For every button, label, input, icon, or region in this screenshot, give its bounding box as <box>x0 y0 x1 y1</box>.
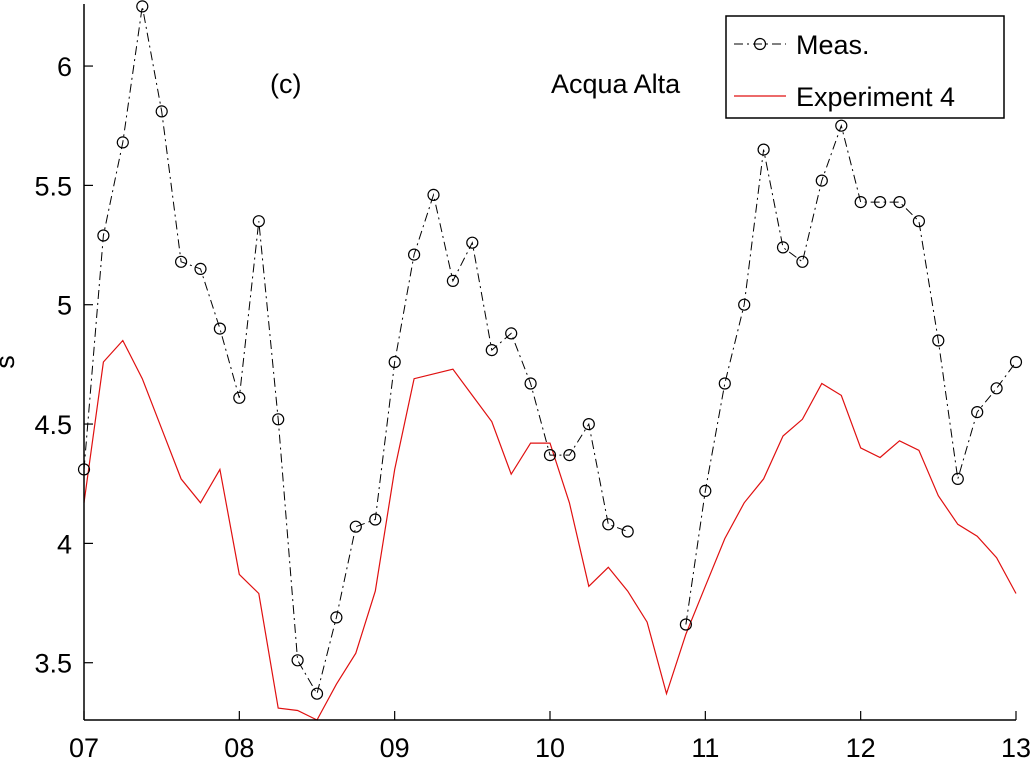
x-tick-label: 11 <box>691 733 719 763</box>
data-point-meas <box>485 344 498 357</box>
data-point-meas <box>427 188 440 201</box>
annotation-panel-label: (c) <box>270 69 301 99</box>
data-point-meas <box>175 255 188 268</box>
data-point-meas <box>990 382 1003 395</box>
series-layer <box>77 0 1023 721</box>
data-point-meas <box>233 391 246 404</box>
x-tick-label: 13 <box>1001 733 1031 763</box>
x-tick-label: 09 <box>380 733 410 763</box>
data-point-meas <box>815 174 828 187</box>
y-tick-label: 4.5 <box>34 410 72 440</box>
x-tick-label: 08 <box>224 733 254 763</box>
data-point-meas <box>213 322 226 335</box>
data-point-meas <box>718 377 731 390</box>
data-point-meas <box>912 215 926 228</box>
legend-meas-marker <box>753 37 767 51</box>
data-point-meas <box>291 654 304 667</box>
y-tick-label: 4 <box>57 529 72 559</box>
series-line-meas <box>685 123 1017 625</box>
legend-meas-label: Meas. <box>796 30 870 60</box>
data-point-meas <box>466 236 479 249</box>
y-tick-label: 5.5 <box>34 171 72 201</box>
data-point-meas <box>446 274 459 287</box>
data-point-meas <box>408 248 421 261</box>
y-tick-label: 5 <box>57 291 72 321</box>
data-point-meas <box>835 119 848 132</box>
data-point-meas <box>796 255 809 268</box>
data-point-meas <box>310 687 324 700</box>
data-point-meas <box>155 105 168 118</box>
y-axis-label: s <box>0 355 20 369</box>
data-point-meas <box>388 355 401 369</box>
legend-box <box>725 15 1005 119</box>
data-point-meas <box>699 484 712 497</box>
data-point-meas <box>543 449 557 462</box>
data-point-meas <box>971 406 984 419</box>
data-point-meas <box>582 418 595 431</box>
legend: Meas. Experiment 4 <box>725 15 1005 119</box>
data-point-meas <box>330 611 343 624</box>
data-point-meas <box>932 334 945 347</box>
data-point-meas <box>194 262 207 275</box>
annotation-station-name: Acqua Alta <box>551 69 681 99</box>
data-point-meas <box>854 196 867 209</box>
ticks-layer: 07 08 09 10 11 12 13 3.5 4 4.5 5 5.5 6 <box>34 52 1031 763</box>
data-point-meas <box>116 136 129 149</box>
x-tick-label: 07 <box>69 733 99 763</box>
data-point-meas <box>757 143 770 156</box>
data-point-meas <box>602 518 615 531</box>
x-tick-label: 12 <box>846 733 876 763</box>
x-tick-label: 10 <box>535 733 565 763</box>
data-point-meas <box>505 327 518 340</box>
y-tick-label: 3.5 <box>34 649 72 679</box>
series-line-experiment-4 <box>83 339 1017 721</box>
data-point-meas <box>738 298 751 311</box>
data-point-meas <box>97 229 110 242</box>
data-point-meas <box>563 449 576 462</box>
legend-experiment-label: Experiment 4 <box>796 82 955 112</box>
data-point-meas <box>951 472 964 485</box>
data-point-meas <box>873 196 887 209</box>
data-point-meas <box>524 377 537 390</box>
data-point-meas <box>1009 355 1023 369</box>
data-point-meas <box>679 618 693 631</box>
data-point-meas <box>369 513 382 526</box>
data-point-meas <box>621 525 634 538</box>
data-point-meas <box>349 520 362 533</box>
data-point-meas <box>252 215 265 228</box>
data-point-meas <box>136 0 149 13</box>
data-point-meas <box>893 196 906 209</box>
y-tick-label: 6 <box>57 52 72 82</box>
data-point-meas <box>272 413 285 426</box>
data-point-meas <box>776 241 790 254</box>
